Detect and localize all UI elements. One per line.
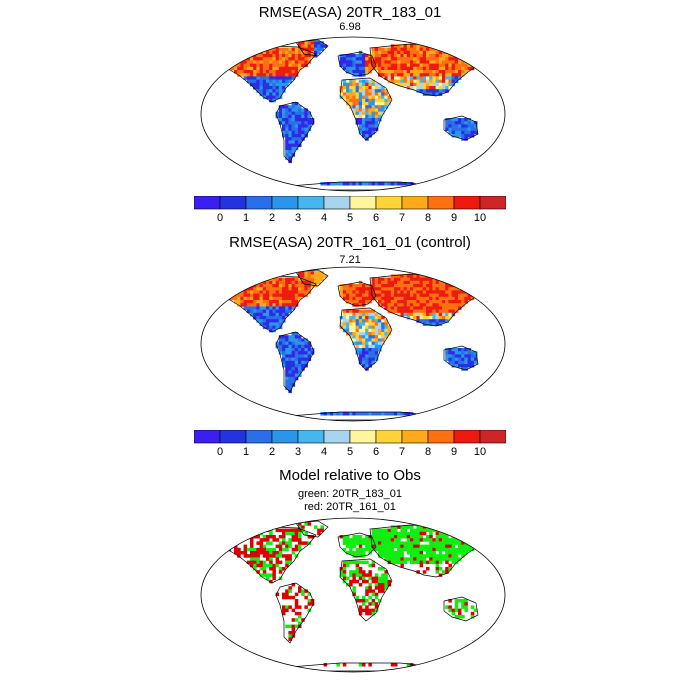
data-cells — [224, 41, 478, 186]
coastline-eu — [337, 281, 377, 307]
colorbar-box — [323, 196, 351, 210]
colorbar-box — [349, 430, 377, 444]
colorbar-tick-label: 4 — [320, 446, 328, 458]
colorbar-tick-label: 2 — [268, 446, 276, 458]
colorbar-tick-label: 0 — [216, 446, 224, 458]
map-frame — [200, 266, 506, 422]
coastline-sa — [275, 582, 315, 644]
colorbar-box — [297, 430, 325, 444]
colorbar-box — [453, 430, 481, 444]
panel1-subtitle: 6.98 — [339, 21, 361, 33]
colorbar-box — [401, 430, 429, 444]
colorbar-tick-label: 6 — [372, 212, 380, 224]
colorbar-box — [427, 430, 455, 444]
colorbar-box — [219, 430, 247, 444]
colorbar-box — [245, 196, 273, 210]
colorbar-tick-label: 10 — [473, 446, 487, 458]
colorbar-box — [375, 196, 403, 210]
panel2-subtitle: 7.21 — [339, 254, 361, 266]
colorbar-box — [427, 196, 455, 210]
coastline-af — [339, 77, 393, 141]
colorbar-box — [219, 196, 247, 210]
coastline-gl — [295, 269, 329, 287]
map-frame — [200, 517, 506, 673]
colorbar-tick-label: 0 — [216, 212, 224, 224]
colorbar-tick-label: 3 — [294, 446, 302, 458]
colorbar-tick-label: 9 — [450, 212, 458, 224]
panel2-colorbar — [194, 430, 506, 444]
colorbar-tick-label: 6 — [372, 446, 380, 458]
panel2-title: RMSE(ASA) 20TR_161_01 (control) — [229, 234, 471, 251]
colorbar-box — [349, 196, 377, 210]
panel2-map — [200, 266, 506, 422]
panel3-subtitle-green: green: 20TR_183_01 — [298, 488, 402, 500]
colorbar-tick-label: 7 — [398, 446, 406, 458]
coastline-au — [443, 596, 479, 622]
panel1-map — [200, 36, 506, 192]
colorbar-box — [453, 196, 481, 210]
coastline-gl — [295, 520, 329, 538]
colorbar-tick-label: 1 — [242, 212, 250, 224]
colorbar-tick-label: 5 — [346, 212, 354, 224]
colorbar-tick-label: 4 — [320, 212, 328, 224]
panel1-title: RMSE(ASA) 20TR_183_01 — [258, 4, 442, 21]
coastline-au — [443, 345, 479, 371]
coastline-af — [339, 307, 393, 371]
coastline-sa — [275, 331, 315, 393]
colorbar-box — [401, 196, 429, 210]
colorbar-box — [194, 430, 221, 444]
colorbar-box — [323, 430, 351, 444]
coastline-na — [221, 275, 317, 333]
coastline-na — [221, 45, 317, 103]
colorbar-box — [271, 196, 299, 210]
colorbar-tick-label: 8 — [424, 212, 432, 224]
colorbar-box — [375, 430, 403, 444]
coastline-sa — [275, 101, 315, 163]
panel1-colorbar — [194, 196, 506, 210]
coastline-eu — [337, 532, 377, 558]
panel3-title: Model relative to Obs — [279, 467, 421, 484]
colorbar-tick-label: 5 — [346, 446, 354, 458]
coastline-au — [443, 115, 479, 141]
coastline-eu — [337, 51, 377, 77]
coastline-na — [221, 526, 317, 584]
colorbar-tick-label: 10 — [473, 212, 487, 224]
map-frame — [200, 36, 506, 192]
colorbar-box — [479, 196, 506, 210]
colorbar-box — [479, 430, 506, 444]
data-cells — [224, 271, 478, 416]
colorbar-box — [271, 430, 299, 444]
colorbar-box — [245, 430, 273, 444]
coastline-gl — [295, 39, 329, 57]
panel1-colorbar-ticks: 0 1 2 3 4 5 6 7 8 9 10 — [194, 212, 506, 226]
colorbar-box — [297, 196, 325, 210]
colorbar-tick-label: 2 — [268, 212, 276, 224]
panel3-subtitle-red: red: 20TR_161_01 — [304, 501, 396, 513]
colorbar-tick-label: 1 — [242, 446, 250, 458]
coastline-af — [339, 558, 393, 622]
colorbar-tick-label: 8 — [424, 446, 432, 458]
panel3-map — [200, 517, 506, 673]
colorbar-tick-label: 3 — [294, 212, 302, 224]
colorbar-tick-label: 7 — [398, 212, 406, 224]
colorbar-box — [194, 196, 221, 210]
data-cells — [224, 522, 478, 667]
panel2-colorbar-ticks: 0 1 2 3 4 5 6 7 8 9 10 — [194, 446, 506, 460]
colorbar-tick-label: 9 — [450, 446, 458, 458]
